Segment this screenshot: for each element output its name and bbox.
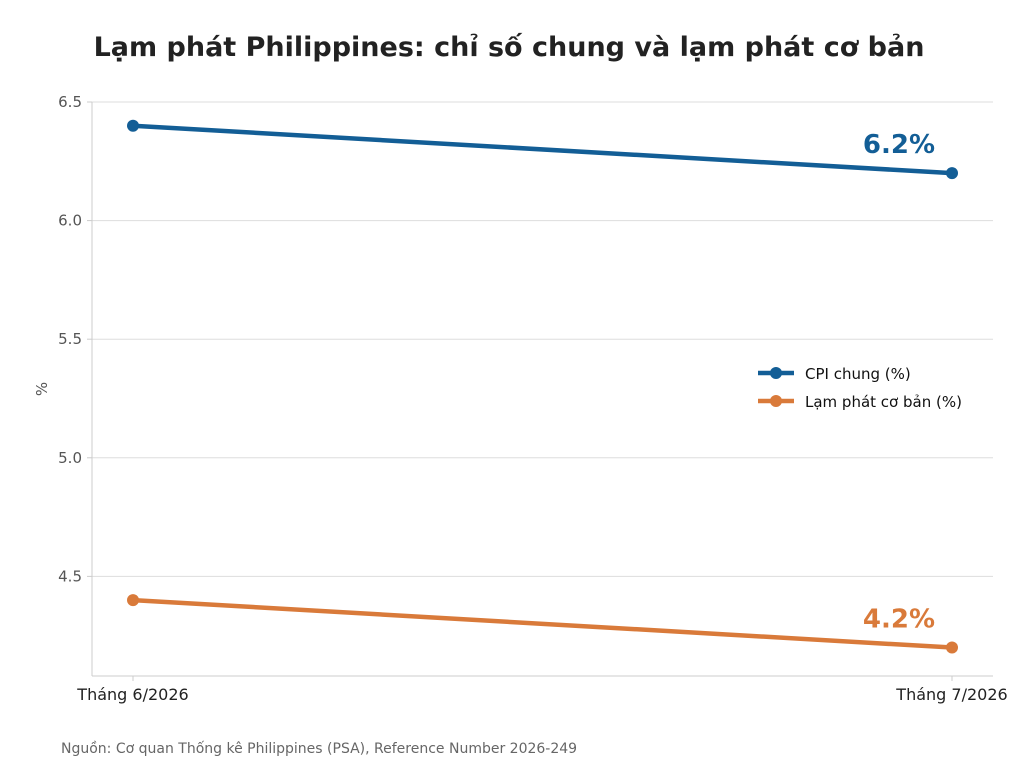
- y-ticks: 4.5 5.0 5.5 6.0 6.5: [58, 93, 92, 585]
- y-tick-label: 5.5: [58, 330, 82, 348]
- y-axis-label: %: [33, 382, 51, 396]
- x-tick-label: Tháng 7/2026: [895, 685, 1007, 704]
- y-tick-label: 5.0: [58, 449, 82, 467]
- source-note: Nguồn: Cơ quan Thống kê Philippines (PSA…: [61, 740, 577, 757]
- series-line: [130, 597, 955, 650]
- axes-layer: [91, 102, 993, 677]
- y-tick-label: 6.5: [58, 93, 82, 111]
- legend-label: Lạm phát cơ bản (%): [805, 393, 962, 411]
- y-tick-label: 6.0: [58, 212, 82, 230]
- legend-marker: [770, 367, 782, 379]
- legend: CPI chung (%) Lạm phát cơ bản (%): [758, 365, 962, 411]
- chart-title: Lạm phát Philippines: chỉ số chung và lạ…: [94, 32, 925, 63]
- end-labels: 6.2% 4.2%: [863, 130, 935, 634]
- end-value-label: 4.2%: [863, 605, 935, 635]
- grid-layer: [92, 101, 993, 577]
- x-tick-label: Tháng 6/2026: [76, 685, 188, 704]
- data-point: [127, 119, 139, 132]
- data-point: [946, 641, 958, 654]
- end-value-label: 6.2%: [863, 130, 935, 160]
- legend-marker: [770, 395, 782, 407]
- y-tick-label: 4.5: [58, 567, 82, 585]
- series-line: [130, 123, 955, 176]
- x-ticks: Tháng 6/2026 Tháng 7/2026: [76, 676, 1008, 704]
- legend-label: CPI chung (%): [805, 365, 911, 383]
- series-layer: [127, 119, 958, 654]
- data-point: [127, 594, 139, 607]
- data-point: [946, 167, 958, 180]
